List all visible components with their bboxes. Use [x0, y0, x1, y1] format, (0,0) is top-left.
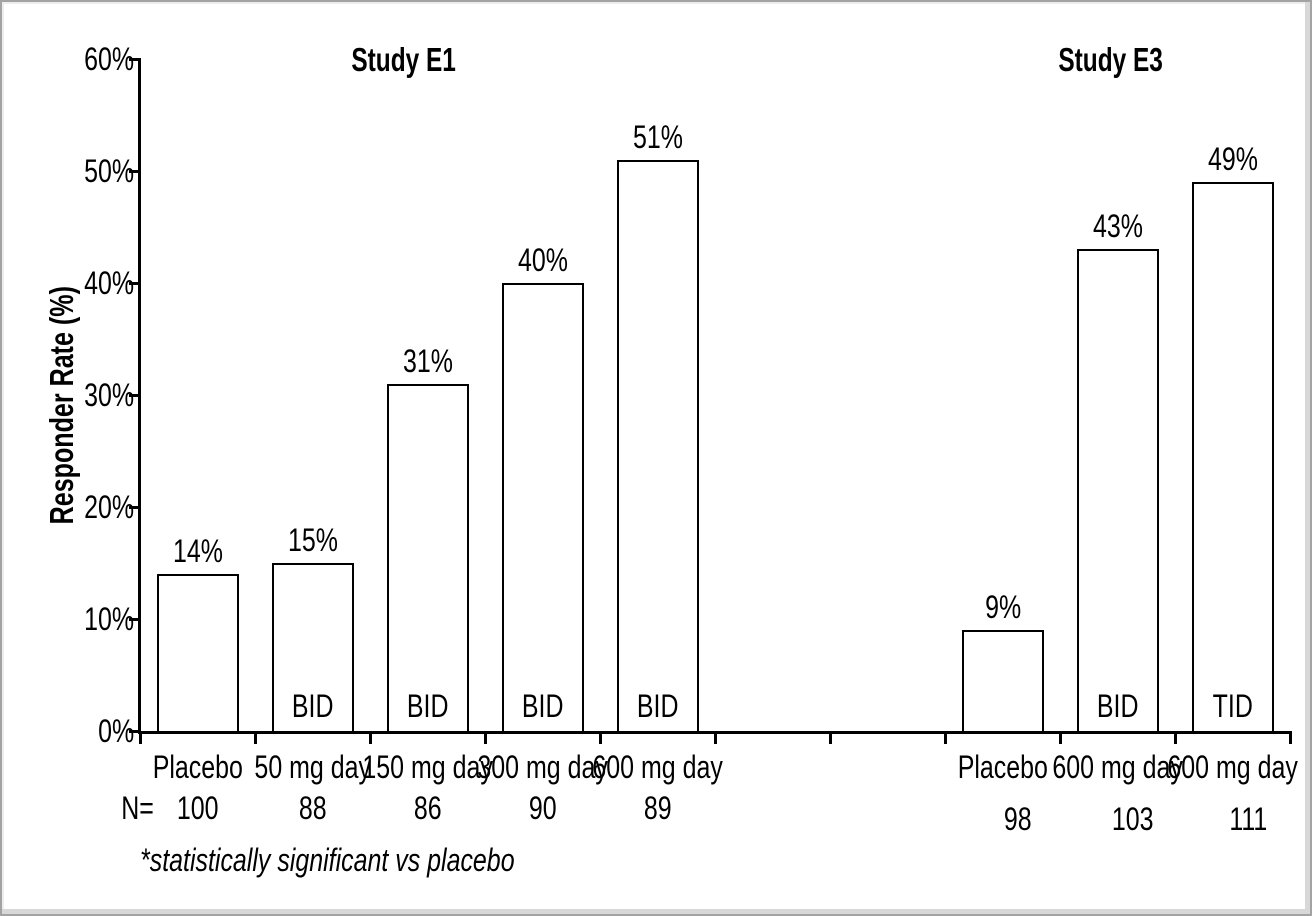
- x-tick: [714, 731, 717, 744]
- y-tick: [129, 506, 138, 509]
- bar: [1192, 182, 1274, 733]
- y-tick: [129, 170, 138, 173]
- bar-value-label: 51%: [633, 119, 683, 155]
- y-tick-label: 30%: [84, 377, 134, 413]
- x-tick: [139, 731, 142, 744]
- x-category-label: 50 mg day: [254, 749, 372, 785]
- n-prefix-label: N=: [121, 790, 154, 826]
- y-tick: [129, 618, 138, 621]
- x-tick: [1289, 731, 1292, 744]
- n-value: 103: [1112, 801, 1154, 837]
- footnote: *statistically significant vs placebo: [140, 842, 515, 878]
- y-tick: [129, 282, 138, 285]
- n-value: 88: [299, 790, 327, 826]
- bar: [272, 563, 354, 733]
- bar-regimen-label: BID: [1097, 688, 1139, 724]
- bar-regimen-label: BID: [637, 688, 679, 724]
- x-category-label: 600 mg day: [1167, 749, 1299, 785]
- bar-value-label: 49%: [1208, 141, 1258, 177]
- n-value: 90: [529, 790, 557, 826]
- bar-regimen-label: BID: [292, 688, 334, 724]
- x-tick: [829, 731, 832, 744]
- x-category-label: Placebo: [957, 749, 1049, 785]
- bar-regimen-label: BID: [522, 688, 564, 724]
- y-tick-label: 50%: [84, 153, 134, 189]
- bar-value-label: 40%: [518, 242, 568, 278]
- y-tick: [129, 730, 138, 733]
- y-axis-line: [138, 58, 141, 734]
- y-tick: [129, 394, 138, 397]
- y-tick-label: 20%: [84, 489, 134, 525]
- bar: [502, 283, 584, 733]
- bar: [617, 160, 699, 733]
- bar-value-label: 31%: [403, 343, 453, 379]
- bar-value-label: 9%: [984, 589, 1022, 625]
- x-category-label: 150 mg day: [362, 749, 494, 785]
- y-tick: [129, 58, 138, 61]
- y-tick-label: 40%: [84, 265, 134, 301]
- n-value: 100: [177, 790, 219, 826]
- n-value: 86: [414, 790, 442, 826]
- x-category-label: 300 mg day: [477, 749, 609, 785]
- bar: [1077, 249, 1159, 733]
- x-tick: [599, 731, 602, 744]
- x-category-label: 600 mg day: [592, 749, 724, 785]
- x-category-label: 600 mg day: [1052, 749, 1184, 785]
- bar-regimen-label: TID: [1212, 688, 1254, 724]
- x-category-label: Placebo: [152, 749, 244, 785]
- chart-title-study-e1: Study E1: [351, 41, 457, 78]
- y-tick-label: 10%: [84, 601, 134, 637]
- chart-title-study-e3: Study E3: [1058, 41, 1164, 78]
- n-value: 89: [644, 790, 672, 826]
- bar-value-label: 43%: [1093, 208, 1143, 244]
- bar-value-label: 15%: [288, 522, 338, 558]
- bar: [387, 384, 469, 733]
- n-value: 111: [1229, 801, 1267, 837]
- bar: [962, 630, 1044, 733]
- x-tick: [1174, 731, 1177, 744]
- x-tick: [254, 731, 257, 744]
- x-tick: [484, 731, 487, 744]
- bar: [157, 574, 239, 733]
- x-tick: [1059, 731, 1062, 744]
- x-tick: [944, 731, 947, 744]
- bar-regimen-label: BID: [407, 688, 449, 724]
- bar-value-label: 14%: [173, 533, 223, 569]
- n-value: 98: [1004, 801, 1032, 837]
- y-tick-label: 60%: [84, 41, 134, 77]
- y-tick-label: 0%: [97, 713, 134, 749]
- x-tick: [369, 731, 372, 744]
